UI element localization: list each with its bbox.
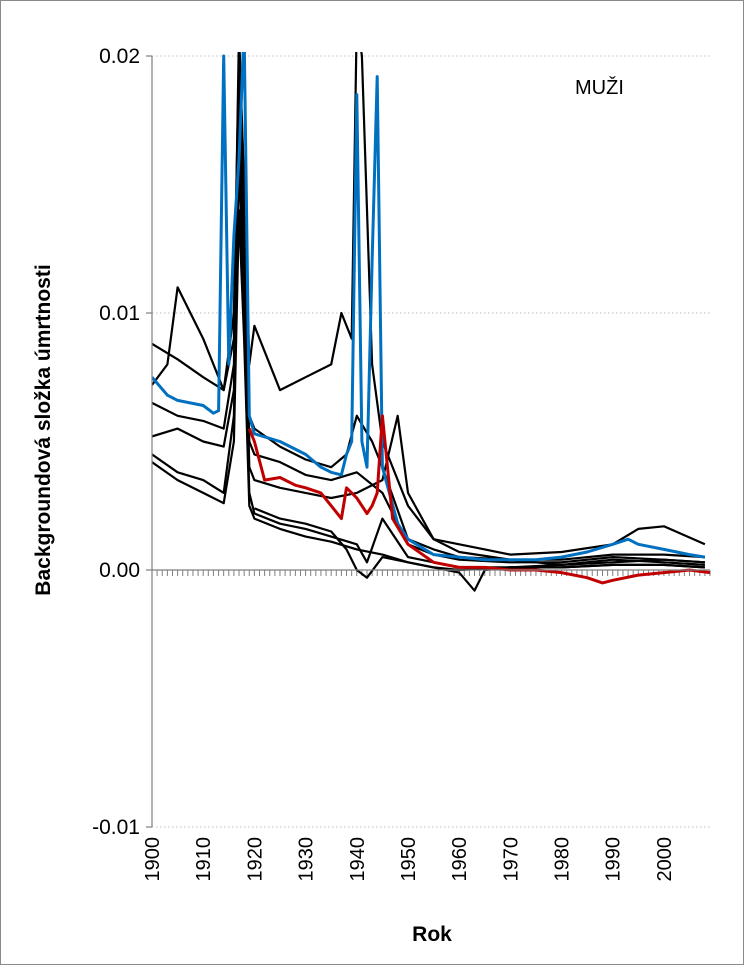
y-tick-label: 0.02 [99, 45, 140, 68]
x-tick-label: 1980 [552, 837, 574, 882]
x-tick-label: 1900 [142, 837, 164, 882]
x-tick-label: 2000 [654, 837, 676, 882]
x-minor-ticks [151, 570, 711, 576]
x-tick-labels: 1900 1910 1920 1930 1940 1950 1960 1970 1980 1990… [142, 837, 676, 882]
y-tick-label: 0.01 [99, 302, 140, 325]
x-tick-label: 1990 [603, 837, 625, 882]
series-line-8 [152, 52, 706, 562]
y-tick-label: -0.01 [92, 816, 140, 839]
series-line-4 [152, 106, 705, 567]
series-annotation: MUŽI [575, 76, 624, 99]
x-tick-label: 1940 [347, 837, 369, 882]
y-tick-label: 0.00 [99, 559, 140, 582]
x-tick-label: 1970 [500, 837, 522, 882]
series-line-9 [247, 414, 711, 585]
x-tick-label: 1930 [296, 837, 318, 882]
x-tick-label: 1920 [244, 837, 266, 882]
x-tick-label: 1910 [193, 837, 215, 882]
y-tick-labels: 0.02 0.01 0.00 -0.01 [92, 45, 152, 839]
series-line-7 [253, 507, 705, 579]
series-lines [152, 52, 711, 592]
y-axis-title: Backgroundová složka úmrtnosti [32, 264, 55, 595]
x-axis-title: Rok [412, 923, 452, 946]
x-tick-label: 1960 [449, 837, 471, 882]
x-tick-label: 1950 [398, 837, 420, 882]
